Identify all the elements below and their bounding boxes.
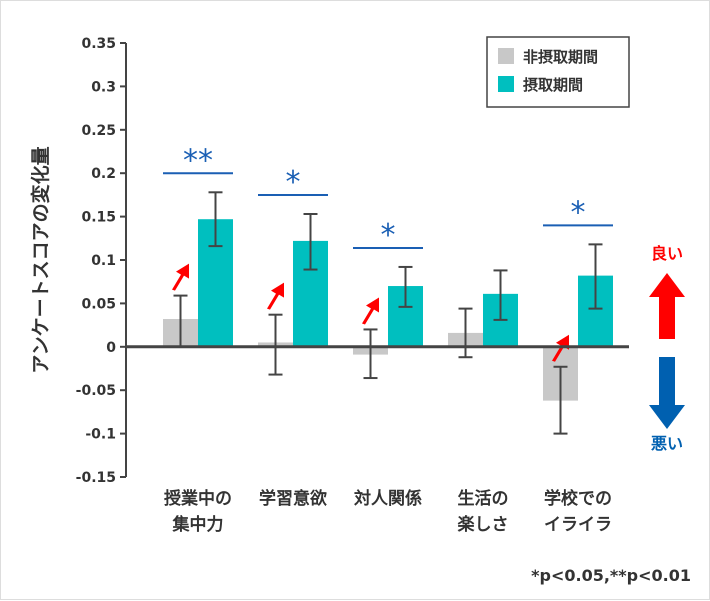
category-label: 集中力 xyxy=(172,514,224,535)
y-tick-label: 0.05 xyxy=(81,296,116,312)
legend-label: 摂取期間 xyxy=(523,76,583,94)
improvement-arrow-icon xyxy=(267,282,284,310)
y-tick-label: 0.1 xyxy=(91,253,116,269)
significance-mark: * xyxy=(286,165,301,200)
significance-mark: * xyxy=(381,218,396,253)
y-tick-label: 0.2 xyxy=(91,166,116,182)
y-tick-label: 0.15 xyxy=(81,210,116,226)
improvement-arrow-icon xyxy=(362,297,379,325)
y-tick-label: -0.05 xyxy=(76,383,116,399)
y-tick-label: 0.35 xyxy=(81,36,116,52)
y-axis-label: アンケートスコアの変化量 xyxy=(29,146,52,373)
category-label: 楽しさ xyxy=(458,514,509,535)
category-label: イライラ xyxy=(544,515,612,535)
improvement-arrow-icon xyxy=(172,263,189,291)
y-tick-label: -0.15 xyxy=(76,470,116,486)
legend-swatch xyxy=(498,48,514,64)
footnote: *p<0.05,**p<0.01 xyxy=(531,566,691,585)
legend xyxy=(486,36,630,108)
y-tick-label: 0.3 xyxy=(91,79,116,95)
good-label: 良い xyxy=(651,244,683,263)
category-label: 学校での xyxy=(544,488,612,509)
y-tick-label: -0.1 xyxy=(85,427,116,443)
y-tick-label: 0 xyxy=(106,340,116,356)
y-tick-label: 0.25 xyxy=(81,123,116,139)
legend-label: 非摂取期間 xyxy=(523,48,598,66)
category-label: 授業中の xyxy=(164,488,232,509)
category-label: 対人関係 xyxy=(353,488,422,509)
significance-mark: * xyxy=(571,195,586,230)
significance-mark: ** xyxy=(183,143,213,178)
up-arrow-icon xyxy=(649,273,685,339)
legend-swatch xyxy=(498,76,514,92)
category-label: 学習意欲 xyxy=(259,488,327,509)
category-label: 生活の xyxy=(458,488,509,509)
down-arrow-icon xyxy=(649,357,685,429)
bad-label: 悪い xyxy=(651,434,683,453)
